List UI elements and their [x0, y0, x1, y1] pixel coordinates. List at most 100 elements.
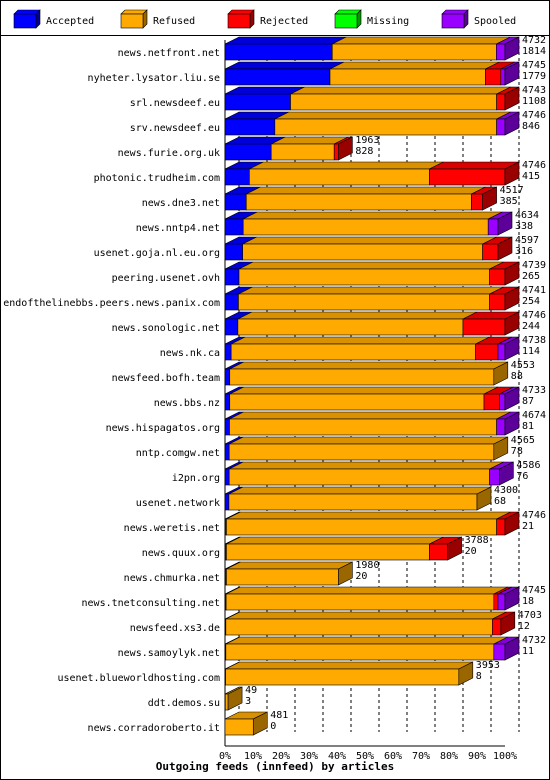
category-label: i2pn.org [172, 473, 220, 484]
bar-segment-refused [229, 368, 495, 386]
accepted-count: 846 [522, 121, 540, 132]
bar-row [224, 186, 497, 211]
bar-segment-refused-top [229, 411, 511, 420]
bar-segment-refused-top [225, 586, 508, 595]
bar-segment-refused [329, 68, 486, 86]
offered-count: 4517 [500, 185, 524, 196]
category-label: news.sonologic.net [112, 323, 220, 334]
legend-swatch-front [13, 13, 37, 29]
bar-segment-accepted [224, 68, 331, 86]
bar-segment-refused [230, 343, 476, 361]
bar-segment-refused-top [225, 611, 507, 620]
offered-count: 4300 [494, 485, 518, 496]
x-tick-label: 100% [493, 751, 517, 762]
bar-segment-spooled-side [504, 586, 520, 611]
category-label: news.dne3.net [142, 198, 220, 209]
bar-segment-rejected [429, 543, 448, 561]
offered-count: 4674 [522, 410, 546, 421]
bar-segment-accepted [224, 318, 239, 336]
offered-count: 4746 [522, 510, 546, 521]
bar-segment-refused-side [476, 486, 492, 511]
category-label: news.netfront.net [118, 48, 220, 59]
bar-segment-refused-top [243, 211, 503, 220]
bar-segment-refused-side [252, 711, 268, 736]
bar-segment-spooled-side [497, 211, 513, 236]
bar-segment-rejected-side [447, 536, 462, 561]
bar-segment-refused [237, 318, 464, 336]
category-label: news.samoylyk.net [118, 648, 220, 659]
bar-segment-accepted [224, 268, 240, 286]
bar-segment-refused [228, 468, 490, 486]
accepted-count: 11 [522, 646, 534, 657]
legend-item: Accepted [13, 9, 94, 29]
bar-segment-accepted [224, 168, 250, 186]
bar-segment-refused-top [229, 461, 504, 470]
bar-segment-refused [226, 568, 339, 586]
bar-segment-spooled [489, 468, 500, 486]
bar-segment-spooled-side [504, 36, 520, 61]
bar-segment-refused-top [229, 361, 508, 370]
bar-segment-refused-top [249, 161, 444, 170]
bar-segment-spooled-side [504, 336, 520, 361]
bar-segment-rejected [489, 293, 506, 311]
accepted-count: 415 [522, 171, 540, 182]
bar-row [224, 711, 268, 736]
bar-row [224, 661, 474, 686]
bar-row [224, 311, 520, 336]
legend-swatch-front [441, 13, 465, 29]
category-label: endofthelinebbs.peers.news.panix.com [3, 298, 220, 309]
x-tick-label: 50% [356, 751, 374, 762]
offered-count: 49 [245, 685, 257, 696]
x-tick-label: 40% [328, 751, 346, 762]
accepted-count: 338 [515, 221, 533, 232]
accepted-count: 1814 [522, 46, 546, 57]
bar-segment-refused [228, 493, 478, 511]
category-label: usenet.network [136, 498, 220, 509]
bar-segment-refused [225, 668, 460, 686]
bar-segment-refused-top [228, 486, 492, 495]
legend-swatch-front [334, 13, 358, 29]
x-axis-ticks: 0% 10% 20% 30% 40% 50% 60% 70% 80% 90% 100% [219, 751, 517, 762]
bar-row [224, 486, 492, 511]
bar-segment-accepted [224, 143, 272, 161]
x-tick-label: 70% [412, 751, 430, 762]
accepted-count: 8 [476, 671, 482, 682]
bar-row [224, 236, 513, 261]
legend-swatch-front [227, 13, 251, 29]
bar-segment-spooled-side [504, 61, 520, 86]
bar-row [224, 86, 520, 111]
category-label: news.furie.org.uk [118, 148, 220, 159]
bar-segment-rejected-side [504, 86, 520, 111]
legend-swatch [13, 9, 41, 15]
bar-segment-accepted-top [224, 61, 345, 70]
bar-segment-rejected-side [338, 136, 353, 161]
offered-count: 4565 [511, 435, 535, 446]
bar-segment-rejected [475, 343, 499, 361]
x-tick-label: 20% [272, 751, 290, 762]
bar-row [224, 561, 353, 586]
bar-segment-spooled [496, 43, 506, 61]
category-label: srv.newsdeef.eu [130, 123, 220, 134]
bar-row [224, 286, 520, 311]
category-label: nntp.comgw.net [136, 448, 220, 459]
category-label: news.weretis.net [124, 523, 220, 534]
accepted-count: 244 [522, 321, 540, 332]
bar-segment-accepted [224, 343, 232, 361]
bar-segment-refused [331, 43, 497, 61]
accepted-count: 0 [270, 721, 276, 732]
bar-segment-refused-top [238, 261, 504, 270]
accepted-count: 265 [522, 271, 540, 282]
category-label: ddt.demos.su [148, 698, 220, 709]
bar-segment-rejected-top [429, 161, 520, 170]
legend-label: Refused [153, 16, 195, 27]
bar-segment-refused-top [242, 236, 497, 245]
accepted-count: 20 [465, 546, 477, 557]
x-tick-label: 10% [244, 751, 262, 762]
bar-row [224, 461, 514, 486]
offered-count: 4746 [522, 110, 546, 121]
legend-swatch [334, 9, 362, 15]
offered-count: 4597 [515, 235, 539, 246]
accepted-count: 76 [516, 471, 528, 482]
offered-count: 4703 [518, 610, 542, 621]
offered-count: 3788 [465, 535, 489, 546]
